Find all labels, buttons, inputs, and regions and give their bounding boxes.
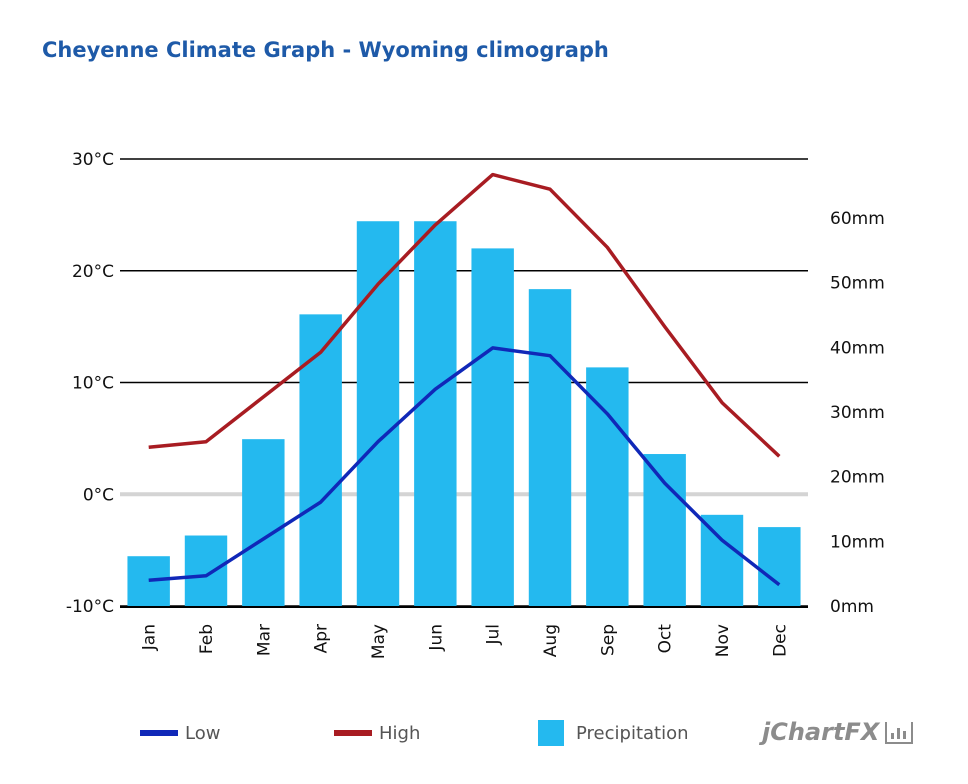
legend-label-high: High bbox=[379, 723, 420, 744]
precip-bar bbox=[643, 454, 686, 606]
precip-bar bbox=[758, 527, 801, 606]
x-tick-label: May bbox=[369, 624, 389, 659]
x-tick-label: Apr bbox=[312, 624, 332, 653]
legend-label-precipitation: Precipitation bbox=[576, 723, 689, 744]
y-left-tick: -10°C bbox=[66, 597, 114, 617]
line-high bbox=[148, 172, 781, 458]
precip-bar bbox=[299, 314, 342, 606]
y-left-tick: 30°C bbox=[72, 150, 114, 170]
y-right-tick: 10mm bbox=[830, 532, 885, 552]
precip-bar bbox=[414, 221, 457, 606]
x-tick-label: Feb bbox=[197, 624, 217, 654]
y-left-tick: 20°C bbox=[72, 262, 114, 282]
x-tick-label: Mar bbox=[254, 624, 274, 656]
grid-lines bbox=[120, 158, 808, 607]
legend-swatch-high bbox=[334, 730, 372, 736]
precip-bar bbox=[184, 535, 228, 606]
y-right-tick: 0mm bbox=[830, 597, 874, 617]
precip-bar bbox=[528, 289, 572, 606]
precip-bar bbox=[471, 248, 514, 607]
legend: Low High Precipitation bbox=[140, 720, 689, 746]
y-right-tick: 50mm bbox=[830, 274, 885, 294]
chart-title: Cheyenne Climate Graph - Wyoming climogr… bbox=[42, 38, 609, 62]
precip-bar bbox=[242, 439, 285, 606]
x-tick-label: Jul bbox=[484, 624, 504, 646]
x-tick-label: Aug bbox=[541, 624, 561, 657]
precip-bar bbox=[700, 514, 744, 606]
line-low bbox=[148, 346, 781, 587]
y-left-tick: 10°C bbox=[72, 374, 114, 394]
x-tick-label: Dec bbox=[770, 624, 790, 657]
y-right-tick: 30mm bbox=[830, 403, 885, 423]
precip-bar bbox=[356, 221, 400, 606]
y-right-tick: 60mm bbox=[830, 209, 885, 229]
x-tick-label: Jan bbox=[140, 624, 160, 651]
x-tick-label: Oct bbox=[656, 624, 676, 654]
y-right-tick: 20mm bbox=[830, 468, 885, 488]
precip-bar bbox=[586, 367, 629, 606]
brand-chart-icon bbox=[885, 722, 914, 744]
axes: 30°C 20°C 10°C 0°C -10°C 60mm 50mm 40mm 30mm 20mm… bbox=[66, 150, 885, 659]
jchartfx-logo: jChartFX bbox=[762, 718, 914, 746]
x-tick-label: Jun bbox=[426, 624, 446, 652]
x-tick-label: Nov bbox=[713, 624, 733, 657]
x-tick-label: Sep bbox=[598, 624, 618, 656]
legend-label-low: Low bbox=[185, 723, 220, 744]
legend-swatch-precipitation bbox=[538, 720, 564, 746]
temperature-lines bbox=[148, 172, 781, 587]
brand-text: jChartFX bbox=[762, 718, 880, 746]
y-left-tick: 0°C bbox=[83, 485, 114, 505]
legend-swatch-low bbox=[140, 730, 178, 736]
y-right-tick: 40mm bbox=[830, 338, 885, 358]
precip-bar bbox=[127, 556, 170, 606]
precipitation-bars bbox=[127, 221, 801, 607]
